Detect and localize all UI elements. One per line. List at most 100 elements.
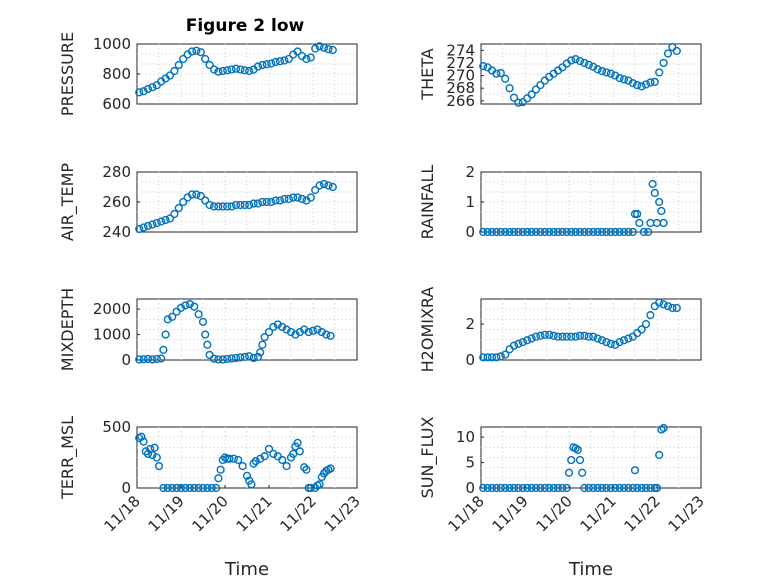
- data-point: [218, 355, 227, 364]
- x-tick-label: 11/22: [621, 492, 664, 535]
- data-point: [214, 355, 223, 364]
- data-point: [317, 327, 326, 337]
- x-tick-label: 11/23: [321, 492, 364, 535]
- data-point: [218, 202, 227, 211]
- data-point: [545, 330, 554, 339]
- y-axis-label: THETA: [418, 48, 437, 100]
- data-point: [523, 227, 532, 237]
- y-tick-label: 268: [446, 79, 475, 97]
- mixdepth-axes: 0 1000 2000 MIXDEPTH: [58, 288, 358, 371]
- data-point: [624, 76, 633, 85]
- data-point: [212, 483, 221, 493]
- data-point: [479, 353, 488, 362]
- data-point: [322, 330, 331, 339]
- data-point: [291, 330, 300, 339]
- data-point: [602, 227, 611, 237]
- data-point: [174, 60, 183, 70]
- data-point: [514, 98, 523, 107]
- data-point: [536, 331, 545, 340]
- data-point: [152, 453, 161, 462]
- data-point: [624, 483, 633, 493]
- data-point: [179, 197, 188, 207]
- data-point: [168, 483, 177, 493]
- h2omixra-axes: 0 2 H2OMIXRA: [418, 287, 702, 372]
- x-tick-label: 11/21: [577, 492, 620, 535]
- data-point: [501, 74, 510, 83]
- data-point: [165, 71, 175, 80]
- data-point: [509, 483, 519, 493]
- data-point: [139, 223, 148, 232]
- terr-msl-axes: 0 500 11/18 11/19 11/20 11/21 11/22 11/23 Time TE…: [58, 416, 364, 580]
- y-tick-label: 0: [465, 479, 475, 497]
- data-point: [315, 42, 324, 51]
- data-point: [558, 332, 567, 341]
- y-axis-label: PRESSURE: [58, 32, 77, 116]
- data-point: [295, 327, 304, 337]
- rainfall-axes: 0 1 2 RAINFALL: [418, 163, 702, 241]
- data-point: [302, 465, 311, 474]
- data-point: [150, 443, 159, 452]
- data-point: [571, 332, 580, 341]
- data-point: [648, 179, 657, 189]
- data-point: [187, 190, 197, 199]
- data-point: [518, 227, 527, 237]
- data-point: [584, 227, 593, 237]
- y-tick-label: 10: [456, 428, 475, 446]
- data-point: [240, 200, 249, 210]
- data-point: [646, 78, 655, 87]
- data-point: [240, 352, 249, 362]
- y-tick-label: 1000: [93, 35, 131, 53]
- data-point: [567, 332, 576, 341]
- data-point: [575, 455, 585, 465]
- data-point: [549, 227, 558, 237]
- data-point: [655, 450, 664, 460]
- data-point: [161, 215, 170, 225]
- data-point: [242, 471, 252, 480]
- data-point: [593, 483, 602, 493]
- data-point: [584, 483, 593, 493]
- data-point: [214, 474, 223, 483]
- y-axis-label: AIR_TEMP: [58, 163, 78, 241]
- data-point: [306, 53, 315, 62]
- data-point: [479, 483, 488, 493]
- data-point: [650, 188, 659, 198]
- data-point: [615, 337, 624, 347]
- data-point: [278, 322, 287, 332]
- data-point: [245, 200, 254, 210]
- sun-flux-axes: 0 5 10 11/18 11/19 11/20 11/21 11/22 11/23 Time SU…: [418, 417, 708, 580]
- data-point: [262, 197, 271, 207]
- data-point: [269, 449, 278, 458]
- data-point: [170, 66, 179, 76]
- data-point: [229, 454, 238, 463]
- data-point: [615, 483, 624, 493]
- x-tick-label: 11/19: [489, 492, 532, 535]
- data-point: [602, 483, 611, 493]
- data-point: [479, 62, 488, 71]
- y-tick-label: 0: [465, 351, 475, 369]
- data-point: [258, 60, 267, 70]
- data-point: [227, 202, 236, 211]
- data-point: [562, 227, 571, 237]
- data-point: [562, 332, 571, 341]
- data-point: [207, 483, 216, 493]
- y-tick-label: 266: [446, 92, 475, 110]
- y-axis-label: RAINFALL: [418, 165, 437, 240]
- data-point: [236, 353, 245, 362]
- data-point: [159, 483, 168, 493]
- data-point: [192, 46, 201, 55]
- data-point: [527, 227, 536, 237]
- data-point: [260, 333, 269, 342]
- data-point: [282, 461, 291, 471]
- data-point: [501, 350, 510, 359]
- data-point: [567, 227, 576, 237]
- data-point: [635, 218, 644, 228]
- data-point: [308, 326, 318, 335]
- data-point: [659, 218, 668, 228]
- data-point: [496, 352, 505, 361]
- data-point: [141, 447, 150, 456]
- data-point: [611, 227, 620, 237]
- data-point: [624, 227, 633, 237]
- data-point: [624, 334, 633, 343]
- data-point: [284, 194, 293, 204]
